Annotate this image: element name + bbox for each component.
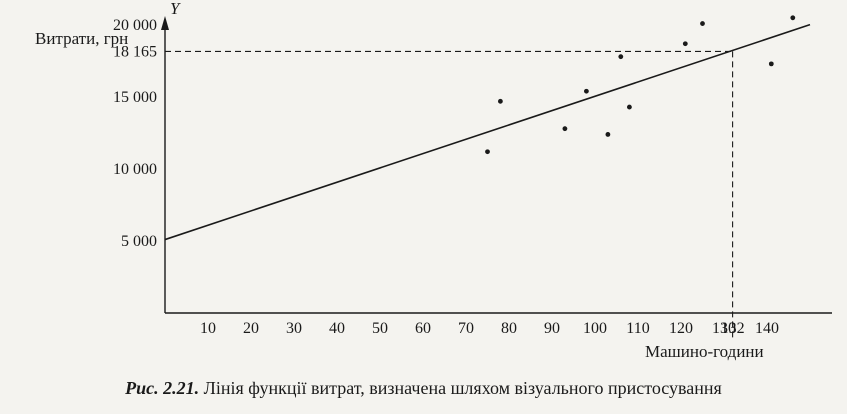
x-tick-label: 10	[200, 320, 216, 337]
figure-caption-text: Лінія функції витрат, визначена шляхом в…	[203, 378, 722, 398]
x-tick-label: 90	[544, 320, 560, 337]
x-tick-label: 70	[458, 320, 474, 337]
x-tick-label: 140	[755, 320, 779, 337]
data-point	[790, 15, 796, 21]
x-tick-label: 60	[415, 320, 431, 337]
y-tick-label: 20 000	[113, 17, 157, 34]
reference-lines	[165, 50, 734, 341]
fit-line-group	[164, 23, 811, 241]
figure-number: Рис. 2.21.	[125, 378, 200, 398]
data-point	[605, 132, 611, 137]
x-tick-label: 20	[243, 320, 259, 337]
x-tick-label: 132	[721, 320, 745, 337]
x-tick-label: 110	[626, 320, 649, 337]
x-tick-label: 50	[372, 320, 388, 337]
y-tick-labels: 5 000 10 000 15 000 18 165 20 000	[113, 17, 157, 250]
x-axis-label: Машино-години	[645, 342, 764, 361]
figure-caption: Рис. 2.21. Лінія функції витрат, визначе…	[0, 378, 847, 399]
data-point	[584, 88, 589, 94]
y-tick-label: 10 000	[113, 161, 157, 178]
x-tick-label: 130	[712, 320, 736, 337]
x-tick-label: 30	[286, 320, 302, 337]
data-point	[700, 21, 705, 26]
data-point	[498, 98, 503, 104]
y-axis-symbol: Y	[170, 0, 181, 18]
x-tick-label: 100	[583, 320, 607, 337]
cost-function-line	[164, 23, 811, 241]
data-point	[627, 104, 632, 110]
axes: Y Витрати, грн Машино-години	[35, 0, 832, 361]
y-tick-label: 18 165	[113, 43, 157, 60]
data-point	[485, 149, 490, 155]
data-point	[618, 54, 624, 60]
y-tick-label: 5 000	[121, 233, 157, 250]
x-tick-label: 40	[329, 320, 345, 337]
data-point	[682, 41, 688, 47]
y-axis-label: Витрати, грн	[35, 29, 128, 48]
data-points	[485, 15, 796, 155]
data-point	[562, 126, 568, 132]
y-axis-arrow	[161, 16, 169, 30]
data-point	[768, 61, 774, 67]
x-tick-label: 80	[501, 320, 517, 337]
x-tick-label: 120	[669, 320, 693, 337]
y-tick-label: 15 000	[113, 89, 157, 106]
